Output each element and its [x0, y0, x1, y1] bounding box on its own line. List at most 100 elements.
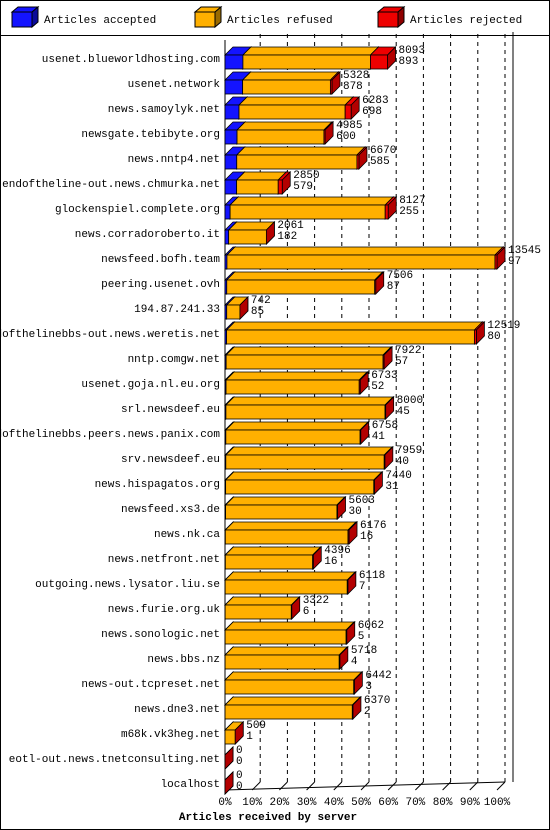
x-axis-title: Articles received by server	[179, 812, 357, 824]
bar-front	[228, 229, 267, 245]
bar-front	[225, 454, 385, 470]
total-label: 4396	[324, 545, 350, 557]
y-tick-label: eotl-out.news.tnetconsulting.net	[9, 754, 220, 766]
bar-segment	[355, 146, 368, 170]
bar-top	[224, 621, 356, 631]
y-tick-label: news.corradoroberto.it	[75, 229, 220, 241]
x-tick-label: 10%	[242, 797, 262, 809]
x-tick	[333, 781, 343, 791]
bar-front	[225, 504, 338, 520]
total-label: 6733	[371, 370, 397, 382]
bar-front	[242, 54, 371, 70]
bar-front	[356, 154, 360, 170]
bar-front	[224, 654, 340, 670]
accepted-label: 97	[508, 256, 521, 268]
bar-front	[358, 379, 361, 395]
y-tick-label: news.samoylyk.net	[108, 104, 220, 116]
bar-front	[384, 404, 387, 420]
x-tick	[496, 781, 506, 791]
bar-front	[225, 354, 384, 370]
bar-front	[382, 354, 385, 370]
bar-segment	[335, 496, 347, 520]
bar-segment	[369, 46, 397, 70]
accepted-label: 16	[324, 556, 337, 568]
x-tick-label: 50%	[351, 797, 371, 809]
accepted-label: 31	[385, 481, 399, 493]
bar-segment	[241, 71, 340, 95]
bar-segment	[345, 621, 356, 645]
bar-segment	[235, 146, 366, 170]
y-tick-label: newsfeed.xs3.de	[121, 504, 220, 516]
bar-front	[225, 479, 375, 495]
bar-front	[374, 279, 377, 295]
total-label: 12519	[487, 320, 520, 332]
bar-front	[226, 254, 496, 270]
bar-side	[234, 721, 244, 745]
accepted-label: 7	[359, 581, 366, 593]
total-label: 5328	[343, 70, 369, 82]
bar-front	[224, 604, 292, 620]
bar-front	[225, 379, 360, 395]
bar-top	[229, 196, 395, 206]
x-tick-label: 20%	[269, 797, 289, 809]
accepted-label: 1	[246, 731, 253, 743]
bar-segment	[224, 471, 383, 495]
accepted-label: 698	[362, 106, 382, 118]
total-label: 6758	[372, 420, 398, 432]
bar-front	[224, 204, 231, 220]
bar-segment	[383, 446, 394, 470]
bar-top	[224, 521, 357, 531]
total-label: 2850	[293, 170, 319, 182]
bar-segment	[224, 646, 349, 670]
bar-segment	[338, 646, 349, 670]
bar-segment	[384, 196, 398, 220]
bar-segment	[241, 46, 380, 70]
accepted-label: 45	[397, 406, 410, 418]
bar-front	[373, 479, 375, 495]
accepted-label: 255	[399, 206, 419, 218]
bar-front	[236, 129, 325, 145]
y-tick-label: news.bbs.nz	[147, 654, 220, 666]
y-tick-label: srv.newsdeef.eu	[121, 454, 220, 466]
y-tick-label: glockenspiel.complete.org	[55, 204, 220, 216]
accepted-label: 52	[371, 381, 384, 393]
accepted-label: 600	[336, 131, 356, 143]
bar-front	[312, 554, 314, 570]
accepted-label: 80	[487, 331, 500, 343]
x-tick-label: 0%	[218, 797, 232, 809]
y-tick-label: news-out.tcpreset.net	[81, 679, 220, 691]
y-tick-label: usenet.goja.nl.eu.org	[81, 379, 220, 391]
bar-front	[370, 54, 388, 70]
accepted-label: 0	[236, 756, 243, 768]
bar-top	[224, 496, 346, 506]
bar-segment	[494, 246, 506, 270]
bar-top	[224, 446, 394, 456]
bar-front	[384, 204, 389, 220]
bar-segment	[359, 421, 370, 445]
total-label: 2061	[277, 220, 304, 232]
bar-segment	[329, 71, 341, 95]
total-label: 3322	[303, 595, 329, 607]
bar-segment	[224, 396, 395, 420]
bar-top	[224, 546, 322, 556]
bar-segment	[238, 96, 355, 120]
x-tick	[360, 781, 370, 791]
bar-front	[224, 54, 244, 70]
bar-front	[226, 329, 475, 345]
legend-swatch	[377, 11, 399, 28]
bar-front	[277, 179, 283, 195]
bar-front	[224, 154, 238, 170]
bar-top	[224, 646, 349, 656]
legend-item: Articles rejected	[376, 5, 522, 29]
bar-top	[224, 596, 301, 606]
bar-segment	[473, 321, 486, 345]
x-tick-label: 90%	[460, 797, 480, 809]
x-tick	[469, 781, 479, 791]
bar-front	[224, 129, 238, 145]
bar-front	[224, 579, 348, 595]
bar-top	[224, 671, 363, 681]
accepted-label: 579	[293, 181, 313, 193]
accepted-label: 30	[349, 506, 362, 518]
bar-top	[224, 421, 370, 431]
y-tick-label: usenet.blueworldhosting.com	[42, 54, 221, 66]
